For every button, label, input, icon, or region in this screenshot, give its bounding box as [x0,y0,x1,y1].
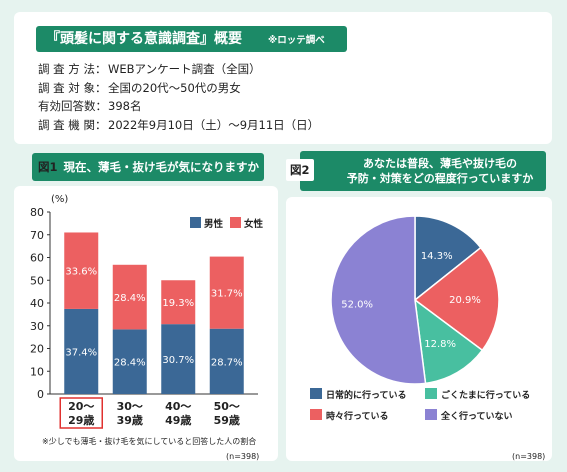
survey-row-value: 2022年9月10日（土）〜9月11日（日） [108,117,320,132]
y-tick-label: 70 [30,229,44,242]
y-tick-label: 10 [30,365,44,378]
bar-value-label: 33.6% [65,267,97,278]
bar-value-label: 28.4% [114,358,146,369]
pie-legend-swatch [425,409,437,420]
pie-slice-label: 12.8% [424,339,456,350]
bar-value-label: 19.3% [162,298,194,309]
pie-legend-swatch [425,388,437,399]
figure2-title-line1: あなたは普段、薄毛や抜け毛の [363,157,517,170]
x-tick-label-line2: 49歳 [165,413,191,427]
bar-female [112,264,147,330]
y-tick-label: 60 [30,252,44,265]
bar-value-label: 28.4% [114,293,146,304]
y-tick-label: 0 [37,388,44,401]
figure2-title: あなたは普段、薄毛や抜け毛の 予防・対策をどの程度行っていますか [340,156,540,186]
bar-value-label: 31.7% [211,289,243,300]
legend-label-female: 女性 [244,218,264,230]
survey-title-banner: 『頭髪に関する意識調査』概要 ※ロッテ調べ [36,26,347,52]
y-tick-label: 80 [30,206,44,219]
survey-row-label: 有効回答数： [38,99,107,113]
survey-row-responses: 有効回答数：398名 [38,97,319,116]
x-tick-label-line1: 40〜 [165,400,191,413]
survey-row-label: 調 査 対 象： [38,80,107,95]
bar-female [161,280,196,325]
survey-details: 調 査 方 法： WEBアンケート調査（全国） 調 査 対 象： 全国の20代〜50… [38,60,319,134]
figure1-title-banner: 図1 現在、薄毛・抜け毛が気になりますか [32,153,264,181]
legend-swatch-female [230,217,241,228]
bar-female [209,256,244,329]
figure2-title-banner: 図2 あなたは普段、薄毛や抜け毛の 予防・対策をどの程度行っていますか [286,151,546,191]
survey-title: 『頭髪に関する意識調査』概要 [46,31,242,47]
bar-male [64,308,99,394]
x-tick-label-line1: 20〜 [68,400,94,413]
survey-source-note: ※ロッテ調べ [268,35,325,46]
y-axis-label: (%) [51,194,68,205]
survey-row-value: 全国の20代〜50代の男女 [108,80,241,95]
bar-male [209,328,244,394]
x-tick-label-line2: 29歳 [68,413,94,427]
pie-legend-label: 全く行っていない [440,410,513,422]
figure1-footnote: ※少しでも薄毛・抜け毛を気にしていると回答した人の割合 [42,437,257,446]
survey-row-method: 調 査 方 法： WEBアンケート調査（全国） [38,60,319,79]
survey-row-target: 調 査 対 象： 全国の20代〜50代の男女 [38,79,319,98]
bar-male [112,329,147,394]
survey-row-value: 398名 [108,99,142,113]
survey-row-value: WEBアンケート調査（全国） [108,62,261,76]
pie-legend-swatch [310,409,322,420]
survey-row-label: 調 査 方 法： [38,62,107,76]
bar-male [161,324,196,394]
x-tick-label-line2: 59歳 [214,413,240,427]
pie-legend-label: ごくたまに行っている [441,389,530,401]
bar-value-label: 37.4% [65,347,97,358]
y-tick-label: 40 [30,297,44,310]
survey-row-label: 調 査 機 関： [38,117,107,132]
figure2-title-line2: 予防・対策をどの程度行っていますか [346,172,534,185]
figure1-sample-size: (n=398) [226,452,260,461]
pie-slice-label: 14.3% [421,251,453,262]
bar-value-label: 28.7% [211,357,243,368]
legend-label-male: 男性 [204,218,224,230]
pie-slice [414,215,482,302]
figure1-title: 現在、薄毛・抜け毛が気になりますか [63,160,260,174]
pie-slice [330,215,427,385]
y-tick-label: 50 [30,274,44,287]
figure2-tag: 図2 [286,159,314,181]
y-tick-label: 30 [30,320,44,333]
pie-slice-label: 20.9% [449,295,481,306]
legend-swatch-male [190,217,201,228]
survey-overview-panel: 『頭髪に関する意識調査』概要 ※ロッテ調べ 調 査 方 法： WEBアンケート調査（… [14,12,552,144]
pie-legend-label: 時々行っている [326,410,389,422]
figure1-tag: 図1 [38,160,58,174]
x-tick-label-line2: 39歳 [117,413,143,427]
x-tick-label-line1: 50〜 [214,400,240,413]
highlight-box [59,397,103,429]
pie-legend-swatch [310,388,322,399]
pie-slice [413,246,500,352]
pie-legend-label: 日常的に行っている [326,389,407,401]
y-tick-label: 20 [30,343,44,356]
pie-slice-label: 52.0% [341,300,373,311]
figure2-sample-size: (n=398) [512,452,546,461]
bar-value-label: 30.7% [162,355,194,366]
bar-female [64,232,99,309]
survey-row-period: 調 査 機 関： 2022年9月10日（土）〜9月11日（日） [38,116,319,135]
pie-slice [414,298,484,385]
x-tick-label-line1: 30〜 [117,400,143,413]
